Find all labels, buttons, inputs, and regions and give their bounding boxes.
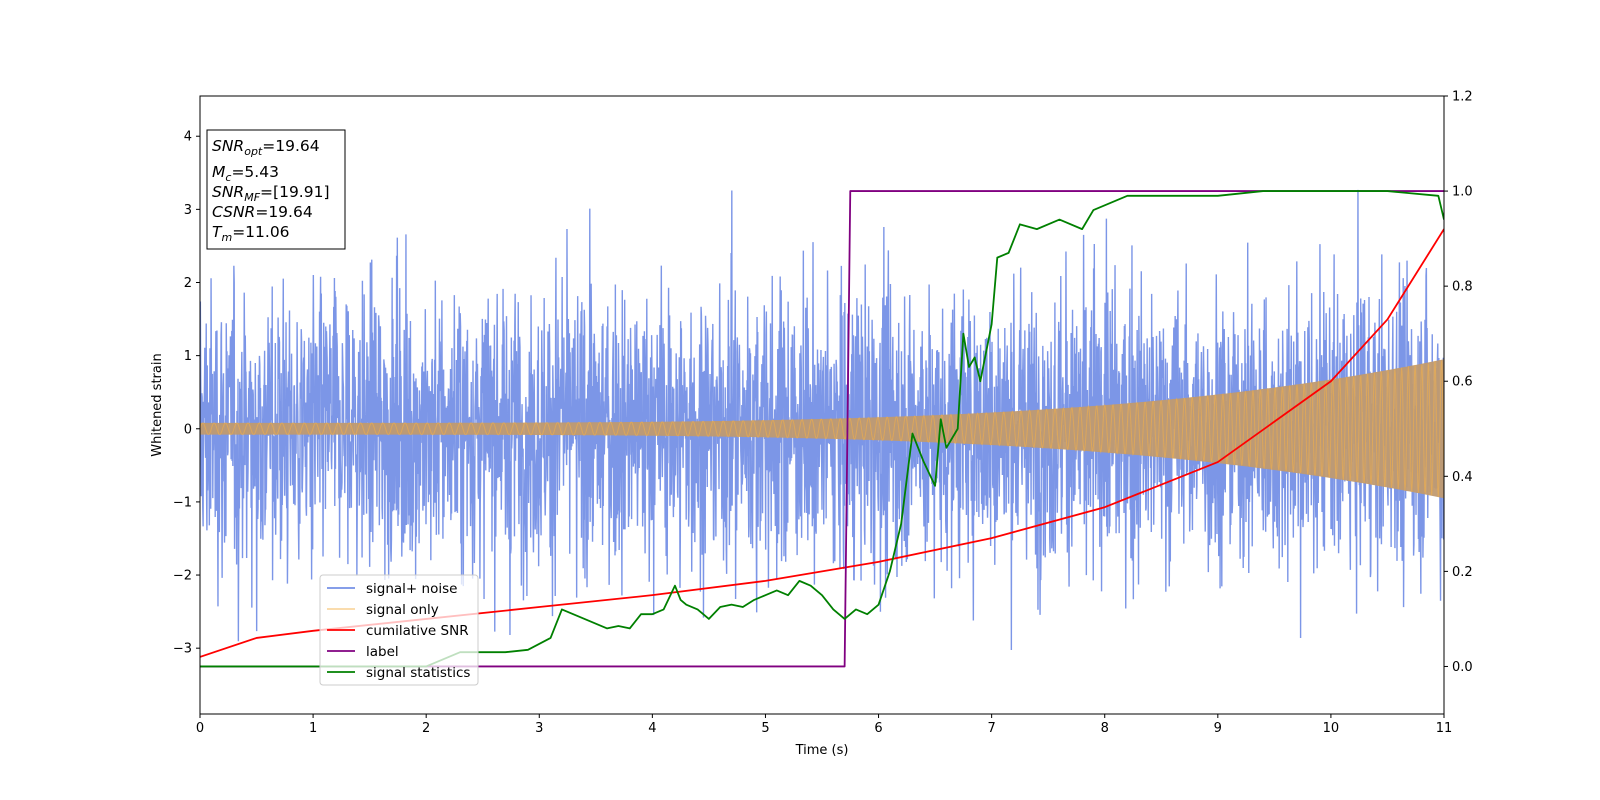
y-right-tick-label: 0.8	[1452, 280, 1473, 295]
x-tick-label: 5	[761, 721, 769, 736]
y-right-tick-label: 0.6	[1452, 375, 1473, 390]
series-signal-only	[200, 360, 1444, 498]
y-right-tick-label: 0.2	[1452, 565, 1473, 580]
x-tick-label: 6	[874, 721, 882, 736]
legend-label: signal only	[366, 602, 439, 618]
y-left-tick-label: −2	[173, 569, 192, 584]
y-right-tick-label: 1.2	[1452, 90, 1473, 105]
x-axis: 0 1 2 3 4 5 6 7 8 9 10 11	[196, 714, 1452, 736]
y-axis-left: −3 −2 −1 0 1 2 3 4	[173, 130, 200, 657]
x-tick-label: 11	[1436, 721, 1453, 736]
x-tick-label: 9	[1214, 721, 1222, 736]
annotation-csnr: CSNR=19.64	[212, 203, 313, 221]
x-tick-label: 1	[309, 721, 317, 736]
y-left-tick-label: 3	[184, 203, 192, 218]
y-left-tick-label: 0	[184, 422, 192, 437]
series-label	[200, 190, 1444, 668]
annotation-mc: Mc=5.43	[212, 163, 279, 184]
y-left-tick-label: 2	[184, 276, 192, 291]
y-left-tick-label: 1	[184, 349, 192, 364]
x-tick-label: 7	[987, 721, 995, 736]
series-signal-only-envelope	[200, 359, 1444, 499]
y-left-tick-label: 4	[184, 130, 192, 145]
x-tick-label: 8	[1101, 721, 1109, 736]
annotation-snr-mf: SNRMF=[19.91]	[212, 183, 330, 204]
x-tick-label: 10	[1323, 721, 1340, 736]
series-signal-statistics	[200, 190, 1444, 668]
annotation-box: SNRopt=19.64 Mc=5.43 SNRMF=[19.91] CSNR=…	[206, 129, 346, 250]
legend-label: signal+ noise	[366, 581, 457, 597]
y-axis-label: Whitened strain	[150, 353, 165, 456]
y-left-tick-label: −3	[173, 642, 192, 657]
x-tick-label: 0	[196, 721, 204, 736]
annotation-tm: Tm=11.06	[212, 223, 290, 244]
x-tick-label: 3	[535, 721, 543, 736]
y-right-tick-label: 1.0	[1452, 185, 1473, 200]
y-axis-right: 0.0 0.2 0.4 0.6 0.8 1.0 1.2	[1444, 90, 1473, 675]
legend-label: cumilative SNR	[366, 623, 469, 639]
plot-frame	[199, 95, 1445, 715]
x-tick-label: 2	[422, 721, 430, 736]
annotation-snr-opt: SNRopt=19.64	[212, 137, 320, 158]
x-tick-label: 4	[648, 721, 656, 736]
legend: signal+ noise signal only cumilative SNR la…	[319, 574, 479, 686]
x-axis-label: Time (s)	[795, 743, 849, 758]
legend-frame	[319, 574, 479, 686]
y-left-tick-label: −1	[173, 495, 192, 510]
y-right-tick-label: 0.0	[1452, 660, 1473, 675]
legend-label: label	[366, 644, 399, 660]
y-right-tick-label: 0.4	[1452, 470, 1473, 485]
annotation-frame	[206, 129, 346, 250]
legend-label: signal statistics	[366, 665, 470, 681]
